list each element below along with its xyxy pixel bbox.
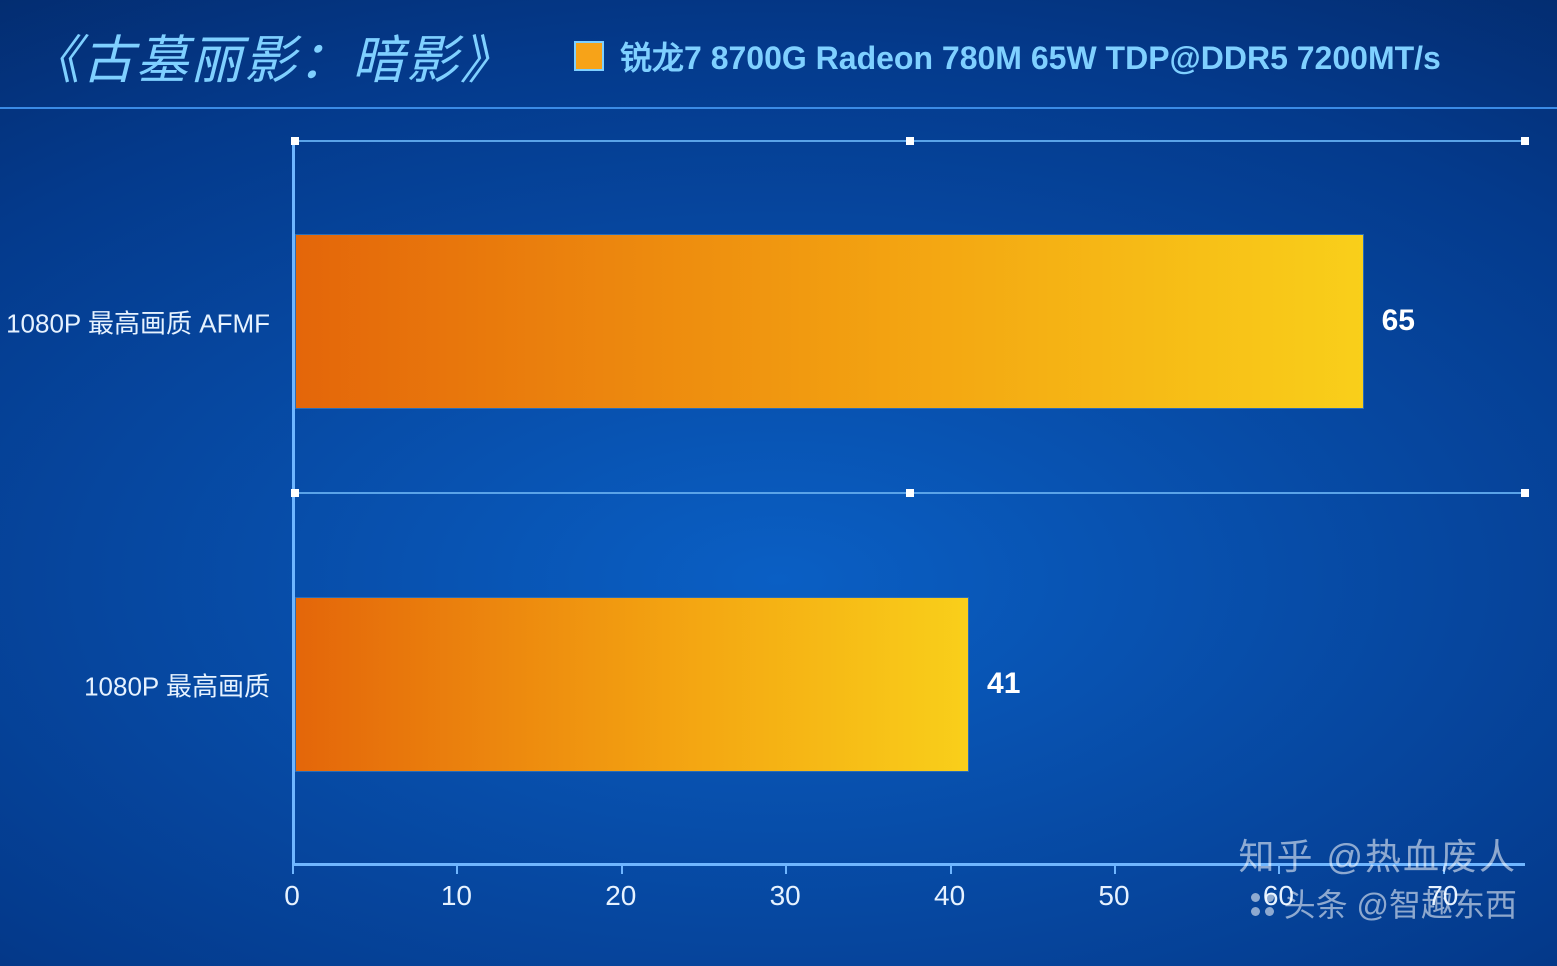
grid-handle	[906, 489, 914, 497]
x-tick	[456, 864, 458, 874]
legend-label: 锐龙7 8700G Radeon 780M 65W TDP@DDR5 7200M…	[620, 33, 1441, 79]
x-axis-label: 40	[934, 880, 965, 912]
bar	[295, 234, 1364, 408]
watermark-2-text: 头条 @智趣东西	[1284, 887, 1517, 923]
x-axis-label: 50	[1098, 880, 1129, 912]
legend: 锐龙7 8700G Radeon 780M 65W TDP@DDR5 7200M…	[574, 33, 1441, 79]
x-tick	[292, 864, 294, 874]
bar-chart: 0102030405060701080P 最高画质 AFMF651080P 最高…	[0, 120, 1557, 926]
x-tick	[785, 864, 787, 874]
gridline	[295, 140, 1525, 142]
bar-value: 65	[1382, 304, 1415, 338]
toutiao-icon	[1248, 890, 1278, 920]
grid-handle	[291, 137, 299, 145]
bar	[295, 597, 969, 771]
bar-row: 65	[295, 234, 1528, 408]
bar-value: 41	[987, 667, 1020, 701]
chart-title: 《古墓丽影：暗影》	[28, 18, 514, 93]
x-tick	[621, 864, 623, 874]
x-axis-label: 20	[605, 880, 636, 912]
x-tick	[950, 864, 952, 874]
x-axis-label: 10	[441, 880, 472, 912]
grid-handle	[1521, 137, 1529, 145]
x-axis-label: 30	[770, 880, 801, 912]
grid-handle	[906, 137, 914, 145]
category-label: 1080P 最高画质 AFMF	[6, 303, 292, 340]
plot-area: 0102030405060701080P 最高画质 AFMF651080P 最高…	[292, 140, 1525, 866]
watermark-1: 知乎 @热血废人	[1238, 828, 1517, 880]
chart-header: 《古墓丽影：暗影》 锐龙7 8700G Radeon 780M 65W TDP@…	[0, 0, 1557, 109]
x-axis-label: 0	[284, 880, 300, 912]
gridline	[295, 492, 1525, 494]
category-label: 1080P 最高画质	[84, 666, 292, 703]
legend-swatch	[574, 41, 604, 71]
bar-row: 41	[295, 597, 1528, 771]
grid-handle	[291, 489, 299, 497]
x-tick	[1114, 864, 1116, 874]
grid-handle	[1521, 489, 1529, 497]
watermark-2: 头条 @智趣东西	[1248, 880, 1517, 926]
